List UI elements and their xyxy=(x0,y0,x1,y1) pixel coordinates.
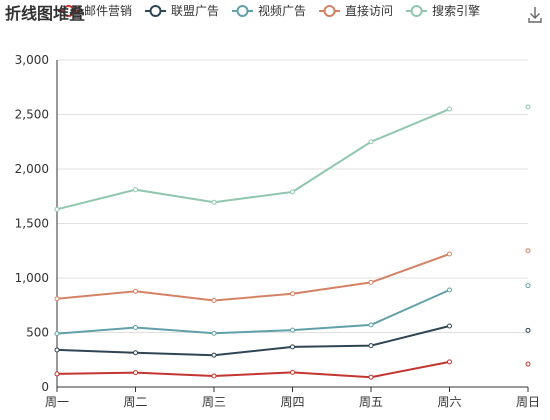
y-tick-label: 2,500 xyxy=(15,108,49,122)
x-tick-label: 周六 xyxy=(437,395,461,409)
data-point[interactable] xyxy=(211,352,217,358)
grid-lines xyxy=(57,59,528,333)
data-point[interactable] xyxy=(368,343,374,349)
download-icon[interactable] xyxy=(524,4,546,26)
x-tick-label: 周五 xyxy=(359,395,383,409)
data-point[interactable] xyxy=(525,327,531,333)
data-point[interactable] xyxy=(447,359,452,365)
series-4 xyxy=(54,104,531,212)
axes: 0 500 1,000 1,500 2,000 2,500 3,000 周一 周二 周三 周四 周五 周… xyxy=(15,53,540,409)
legend-swatch-marker xyxy=(323,5,336,17)
data-point[interactable] xyxy=(290,369,295,375)
data-point[interactable] xyxy=(211,297,217,303)
legend-label: 联盟广告 xyxy=(171,4,219,18)
x-tick-label: 周三 xyxy=(202,395,226,409)
legend-item[interactable]: 邮件营销 xyxy=(58,4,132,18)
y-tick-label: 1,000 xyxy=(15,271,49,285)
legend-item[interactable]: 搜索引擎 xyxy=(406,3,480,18)
data-point[interactable] xyxy=(211,199,217,205)
y-tick-label: 0 xyxy=(41,380,49,394)
data-point[interactable] xyxy=(290,291,295,297)
data-point[interactable] xyxy=(368,322,374,328)
data-point[interactable] xyxy=(525,104,531,110)
data-point[interactable] xyxy=(54,206,60,212)
data-point[interactable] xyxy=(290,327,295,333)
y-tick-label: 2,000 xyxy=(15,162,49,176)
series-line xyxy=(56,360,450,379)
series-line xyxy=(56,253,450,302)
legend-swatch-marker xyxy=(236,5,249,17)
legend-label: 直接访问 xyxy=(345,3,393,18)
legend-swatch-marker xyxy=(149,5,162,17)
series-1 xyxy=(54,323,531,358)
legend[interactable]: 邮件营销 联盟广告 视频广告 直接访问 搜索引擎 xyxy=(58,3,480,18)
data-point[interactable] xyxy=(525,248,531,254)
series-line xyxy=(56,108,450,211)
series-line xyxy=(56,289,450,335)
data-point[interactable] xyxy=(54,347,60,353)
data-point[interactable] xyxy=(290,344,295,350)
legend-swatch-marker xyxy=(62,5,75,17)
data-point[interactable] xyxy=(368,279,374,285)
y-tick-label: 3,000 xyxy=(15,53,49,67)
data-point[interactable] xyxy=(133,350,138,356)
y-tick-label: 500 xyxy=(26,326,49,340)
data-point[interactable] xyxy=(211,330,217,336)
data-point[interactable] xyxy=(211,373,217,379)
data-point[interactable] xyxy=(447,106,452,112)
data-point[interactable] xyxy=(447,323,452,329)
series-lines xyxy=(54,104,531,380)
data-point[interactable] xyxy=(133,288,138,294)
data-point[interactable] xyxy=(54,331,60,337)
legend-item[interactable]: 视频广告 xyxy=(232,3,306,18)
x-tick-label: 周四 xyxy=(280,395,304,409)
legend-label: 视频广告 xyxy=(258,3,306,18)
data-point[interactable] xyxy=(368,139,374,145)
data-point[interactable] xyxy=(133,324,138,330)
x-tick-label: 周一 xyxy=(45,395,69,409)
data-point[interactable] xyxy=(54,296,60,302)
data-point[interactable] xyxy=(368,374,374,380)
legend-swatch-marker xyxy=(410,5,423,17)
data-point[interactable] xyxy=(525,283,531,289)
data-point[interactable] xyxy=(133,187,138,193)
data-point[interactable] xyxy=(54,371,60,377)
chart-title: 折线图堆叠 xyxy=(5,4,85,23)
legend-item[interactable]: 直接访问 xyxy=(319,3,393,18)
data-point[interactable] xyxy=(290,189,295,195)
legend-label: 搜索引擎 xyxy=(432,3,480,18)
legend-label: 邮件营销 xyxy=(84,4,132,18)
series-line xyxy=(56,325,450,357)
legend-item[interactable]: 联盟广告 xyxy=(145,4,219,18)
series-0 xyxy=(54,359,531,380)
data-point[interactable] xyxy=(133,370,138,376)
series-3 xyxy=(54,248,531,303)
data-point[interactable] xyxy=(447,287,452,293)
x-tick-label: 周二 xyxy=(123,395,147,409)
data-point[interactable] xyxy=(447,251,452,257)
series-2 xyxy=(54,283,531,337)
x-tick-label: 周日 xyxy=(516,395,540,409)
y-tick-label: 1,500 xyxy=(15,217,49,231)
data-point[interactable] xyxy=(525,361,531,367)
